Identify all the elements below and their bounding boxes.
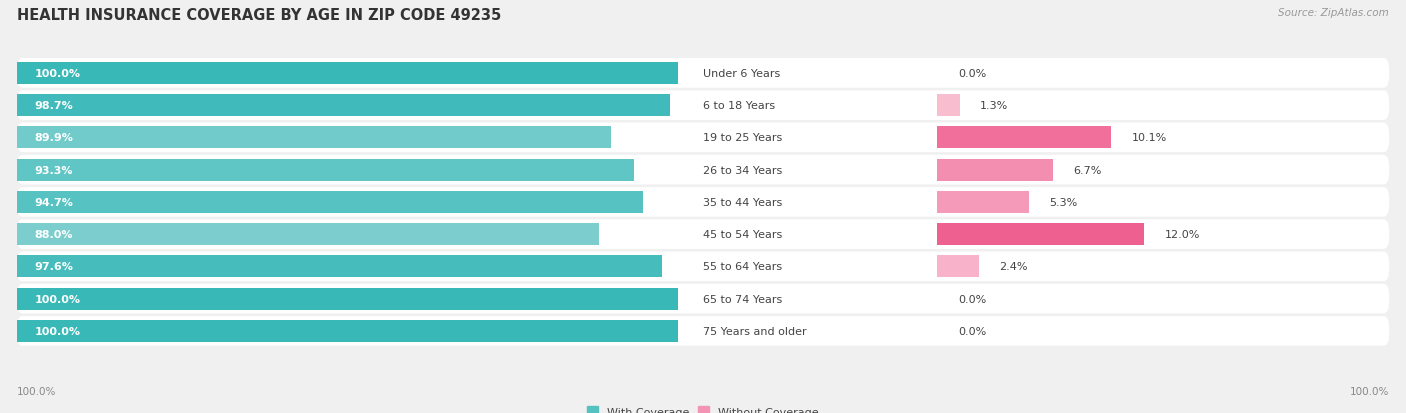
Text: 5.3%: 5.3% xyxy=(1049,197,1077,207)
Text: 100.0%: 100.0% xyxy=(35,326,80,336)
Legend: With Coverage, Without Coverage: With Coverage, Without Coverage xyxy=(588,406,818,413)
Text: 65 to 74 Years: 65 to 74 Years xyxy=(703,294,782,304)
Text: 1.3%: 1.3% xyxy=(980,101,1008,111)
Bar xyxy=(17,320,678,342)
Text: 6 to 18 Years: 6 to 18 Years xyxy=(703,101,775,111)
FancyBboxPatch shape xyxy=(17,155,1389,185)
Bar xyxy=(938,256,979,278)
Bar xyxy=(938,223,1144,245)
Bar xyxy=(17,63,678,85)
Text: 94.7%: 94.7% xyxy=(35,197,73,207)
FancyBboxPatch shape xyxy=(17,59,1389,88)
FancyBboxPatch shape xyxy=(17,123,1389,153)
Text: 100.0%: 100.0% xyxy=(17,387,56,396)
FancyBboxPatch shape xyxy=(17,220,1389,249)
FancyBboxPatch shape xyxy=(17,316,1389,346)
Text: Under 6 Years: Under 6 Years xyxy=(703,69,780,78)
Bar xyxy=(17,288,678,310)
Bar xyxy=(938,192,1029,213)
Text: 45 to 54 Years: 45 to 54 Years xyxy=(703,230,782,240)
Bar xyxy=(17,192,643,213)
Text: 35 to 44 Years: 35 to 44 Years xyxy=(703,197,782,207)
Text: 98.7%: 98.7% xyxy=(35,101,73,111)
Text: 100.0%: 100.0% xyxy=(1350,387,1389,396)
FancyBboxPatch shape xyxy=(17,284,1389,314)
Text: 0.0%: 0.0% xyxy=(957,326,986,336)
Text: 6.7%: 6.7% xyxy=(1073,165,1102,175)
Bar xyxy=(938,95,960,117)
Text: 55 to 64 Years: 55 to 64 Years xyxy=(703,262,782,272)
Bar xyxy=(17,95,669,117)
Text: 100.0%: 100.0% xyxy=(35,294,80,304)
Text: 0.0%: 0.0% xyxy=(957,294,986,304)
FancyBboxPatch shape xyxy=(17,252,1389,282)
Text: 88.0%: 88.0% xyxy=(35,230,73,240)
Text: Source: ZipAtlas.com: Source: ZipAtlas.com xyxy=(1278,8,1389,18)
Text: 26 to 34 Years: 26 to 34 Years xyxy=(703,165,782,175)
FancyBboxPatch shape xyxy=(17,91,1389,121)
Bar xyxy=(938,127,1111,149)
Text: 19 to 25 Years: 19 to 25 Years xyxy=(703,133,782,143)
Bar xyxy=(17,159,634,181)
Text: 10.1%: 10.1% xyxy=(1132,133,1167,143)
Text: 89.9%: 89.9% xyxy=(35,133,73,143)
Bar xyxy=(938,159,1053,181)
Text: 93.3%: 93.3% xyxy=(35,165,73,175)
Text: 0.0%: 0.0% xyxy=(957,69,986,78)
Bar xyxy=(17,223,599,245)
Text: HEALTH INSURANCE COVERAGE BY AGE IN ZIP CODE 49235: HEALTH INSURANCE COVERAGE BY AGE IN ZIP … xyxy=(17,8,501,23)
Bar xyxy=(17,256,662,278)
Text: 12.0%: 12.0% xyxy=(1164,230,1199,240)
Text: 75 Years and older: 75 Years and older xyxy=(703,326,807,336)
Text: 100.0%: 100.0% xyxy=(35,69,80,78)
Text: 97.6%: 97.6% xyxy=(35,262,73,272)
Bar xyxy=(17,127,612,149)
FancyBboxPatch shape xyxy=(17,188,1389,217)
Text: 2.4%: 2.4% xyxy=(1000,262,1028,272)
